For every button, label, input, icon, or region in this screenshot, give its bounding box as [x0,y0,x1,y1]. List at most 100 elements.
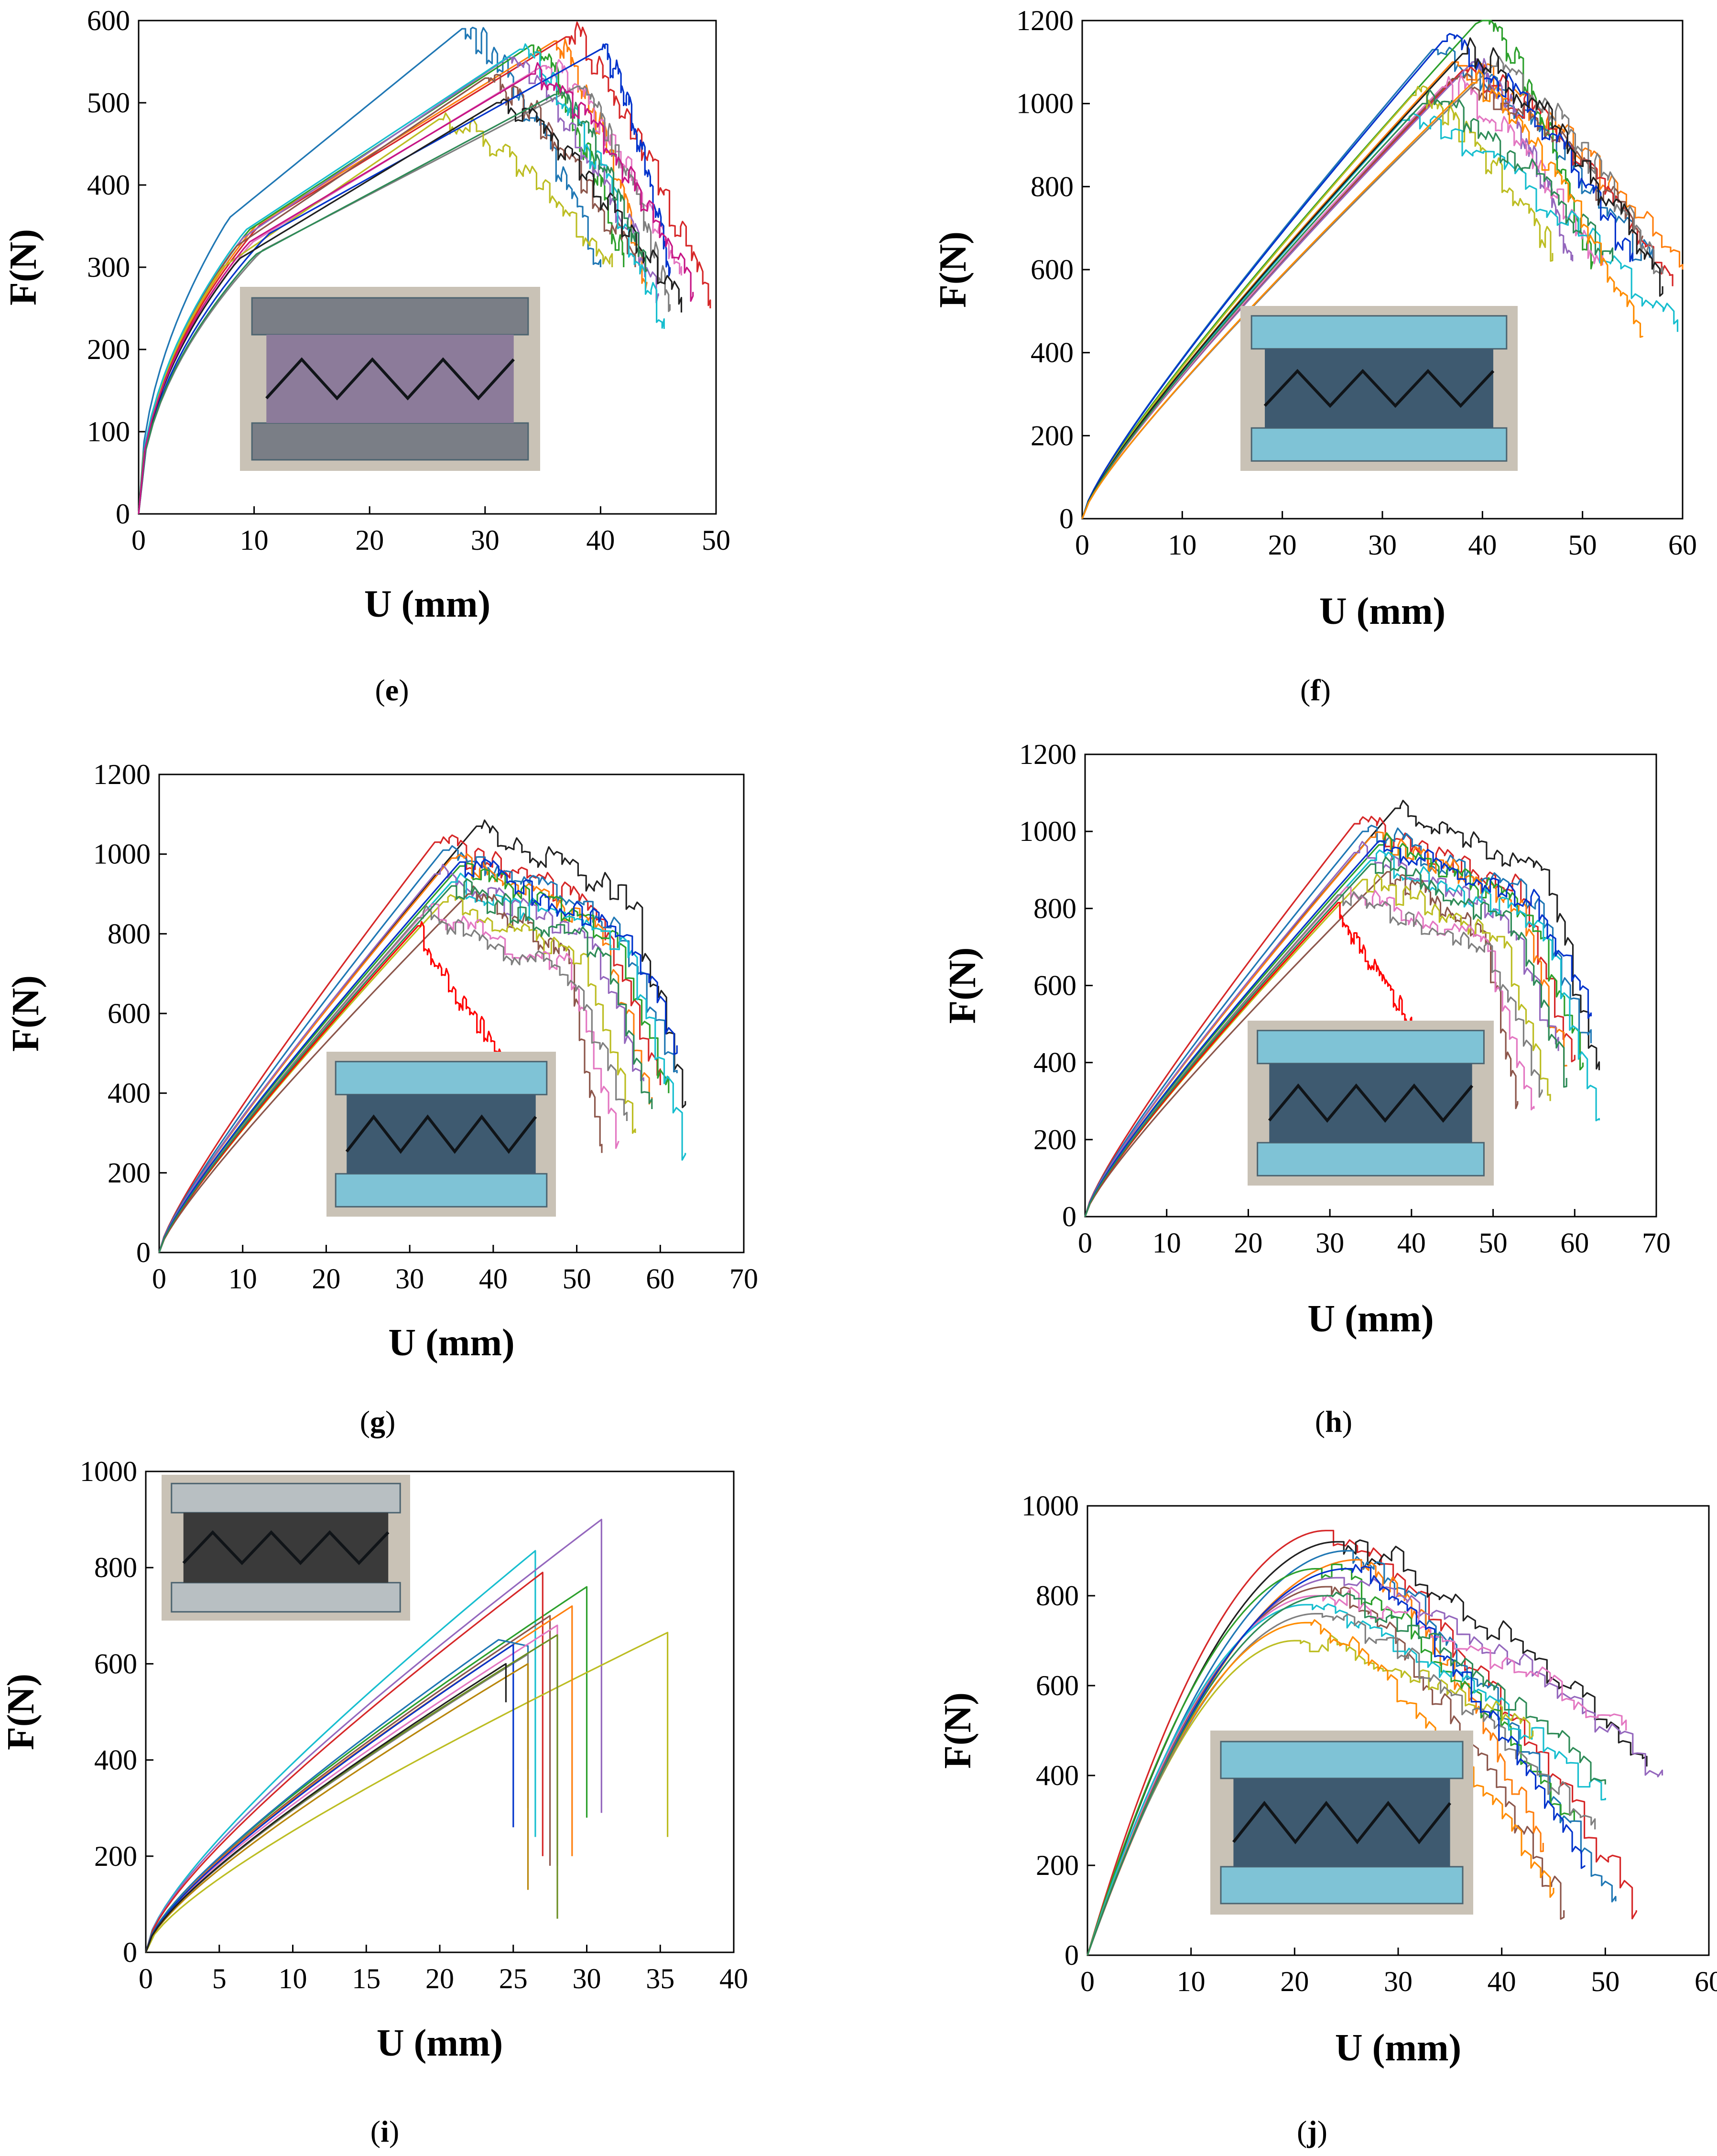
specimen-photo-inset [326,1052,556,1217]
x-tick-label: 60 [1668,529,1697,561]
y-tick-label: 600 [87,5,130,36]
x-axis-label: U (mm) [388,1322,514,1364]
y-tick-label: 400 [1033,1047,1076,1078]
series-line-7 [1081,74,1604,519]
x-tick-label: 70 [1642,1227,1671,1259]
series-line-9 [138,112,613,514]
x-tick-label: 30 [471,524,500,556]
x-tick-label: 50 [702,524,730,556]
series-line-1 [138,26,601,514]
y-axis-label: F(N) [937,1692,979,1769]
y-tick-label: 0 [1065,1939,1079,1971]
y-tick-label: 0 [116,498,130,530]
x-tick-label: 40 [1468,529,1497,561]
series-group [1081,20,1684,519]
y-tick-label: 0 [1059,503,1074,534]
x-tick-label: 30 [1384,1966,1413,1997]
x-tick-label: 5 [212,1963,227,1994]
series-line-8 [1087,1587,1627,1956]
series-line-5 [145,1632,669,1953]
y-tick-label: 200 [94,1840,137,1872]
x-tick-label: 0 [1075,529,1089,561]
series-line-11 [1081,33,1633,519]
x-tick-label: 20 [1268,529,1297,561]
y-tick-label: 200 [1033,1124,1076,1155]
series-group [138,21,711,514]
series-line-3 [1087,1550,1617,1956]
series-line-4 [145,1571,543,1953]
series-line-7 [138,59,683,514]
y-tick-label: 400 [108,1078,151,1109]
x-axis-label: U (mm) [1307,1298,1434,1340]
inset-bottom-plate [251,422,529,461]
x-tick-label: 60 [646,1263,674,1295]
series-line-2 [145,1519,602,1953]
series-line-5 [138,56,659,514]
y-tick-label: 0 [123,1937,137,1968]
x-tick-label: 25 [499,1963,528,1994]
series-line-12 [1087,1564,1586,1956]
x-tick-label: 20 [1280,1966,1309,1997]
series-line-9 [1081,85,1554,519]
y-tick-label: 800 [1036,1580,1079,1612]
x-axis-label: U (mm) [377,2022,503,2064]
series-line-11 [1084,891,1543,1217]
x-tick-label: 50 [1479,1227,1508,1259]
inset-crack [182,1530,390,1566]
x-tick-label: 10 [228,1263,257,1295]
series-line-9 [1087,1603,1606,1956]
y-tick-label: 800 [94,1552,137,1583]
inset-crack [1268,1083,1474,1123]
series-line-12 [1081,37,1663,519]
x-tick-label: 10 [240,524,269,556]
series-group [1087,1530,1663,1956]
y-tick-label: 800 [108,918,151,949]
y-tick-label: 500 [87,87,130,119]
x-tick-label: 0 [1078,1227,1092,1259]
y-axis-label: F(N) [942,947,984,1024]
inset-top-plate [335,1061,548,1096]
series-line-11 [138,43,671,514]
y-tick-label: 800 [1033,893,1076,924]
panel-caption: (j) [1297,2114,1327,2148]
series-line-14 [158,878,653,1253]
y-tick-label: 200 [1031,420,1074,451]
y-tick-label: 0 [1062,1201,1076,1232]
y-tick-label: 1200 [1019,739,1076,770]
inset-top-plate [1250,315,1508,350]
x-tick-label: 50 [1568,529,1597,561]
y-tick-label: 800 [1031,171,1074,202]
inset-bottom-plate [1250,427,1508,462]
panel-caption-letter: i [380,2114,389,2148]
series-line-12 [158,921,511,1253]
series-line-14 [1084,856,1567,1217]
panel-caption-letter: f [1310,673,1321,707]
x-tick-label: 30 [395,1263,424,1295]
series-line-13 [158,858,678,1253]
x-tick-label: 0 [139,1963,153,1994]
x-tick-label: 40 [1397,1227,1426,1259]
x-tick-label: 40 [586,524,615,556]
y-tick-label: 1200 [93,759,151,790]
x-tick-label: 20 [425,1963,454,1994]
x-tick-label: 50 [563,1263,591,1295]
inset-bottom-plate [1220,1866,1464,1905]
series-line-12 [145,1663,529,1953]
y-axis-label: F(N) [0,1674,42,1750]
series-line-8 [145,1639,529,1953]
series-line-4 [1084,831,1567,1217]
y-tick-label: 1000 [80,1456,137,1487]
y-axis-label: F(N) [932,231,974,308]
panel-caption-letter: j [1306,2114,1317,2148]
y-tick-label: 300 [87,251,130,283]
series-line-11 [1087,1613,1596,1956]
series-line-1 [145,1550,536,1953]
series-line-7 [145,1605,573,1953]
x-tick-label: 60 [1560,1227,1589,1259]
panel-caption-letter: e [385,673,399,707]
y-tick-label: 200 [1036,1850,1079,1881]
x-tick-label: 30 [573,1963,601,1994]
x-axis-label: U (mm) [364,583,490,625]
specimen-photo-inset [1248,1021,1494,1186]
